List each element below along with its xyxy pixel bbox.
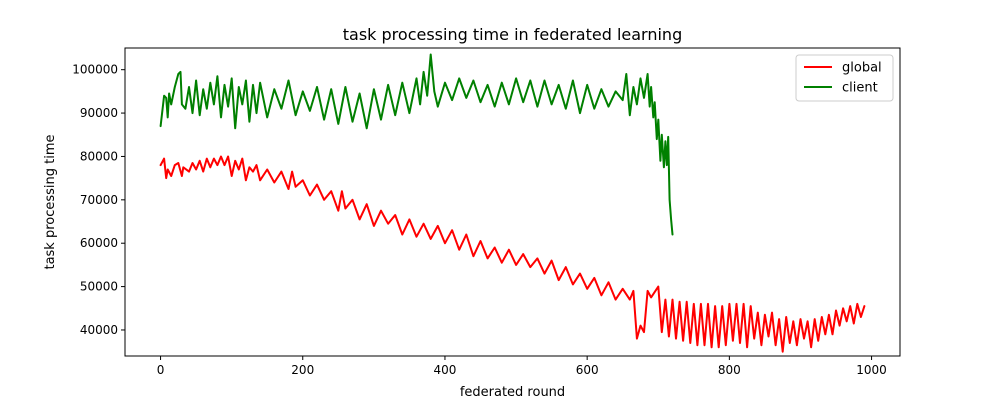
series-group [159, 53, 866, 353]
legend[interactable]: global client [795, 54, 894, 102]
x-tick-label: 400 [434, 363, 457, 377]
x-tick-label: 200 [291, 363, 314, 377]
x-axis-label: federated round [460, 385, 565, 400]
x-tick-label: 1000 [856, 363, 887, 377]
y-tick-label: 70000 [80, 193, 118, 207]
chart-title: task processing time in federated learni… [343, 25, 682, 44]
y-tick-label: 60000 [80, 236, 118, 250]
legend-label-client: client [842, 81, 878, 96]
plot-frame [124, 47, 901, 357]
x-axis: 0 200 400 600 800 1000 [157, 356, 887, 377]
legend-label-global: global [842, 61, 882, 76]
x-tick-label: 600 [576, 363, 599, 377]
y-axis-label: task processing time [43, 134, 58, 269]
series-line-client [159, 53, 674, 236]
y-axis: 40000 50000 60000 70000 80000 90000 100000 [72, 63, 125, 337]
series-line-global [159, 155, 866, 353]
y-tick-label: 50000 [80, 280, 118, 294]
y-tick-label: 40000 [80, 323, 118, 337]
y-tick-label: 80000 [80, 149, 118, 163]
x-tick-label: 0 [157, 363, 165, 377]
y-tick-label: 90000 [80, 106, 118, 120]
y-tick-label: 100000 [72, 63, 118, 77]
x-tick-label: 800 [718, 363, 741, 377]
